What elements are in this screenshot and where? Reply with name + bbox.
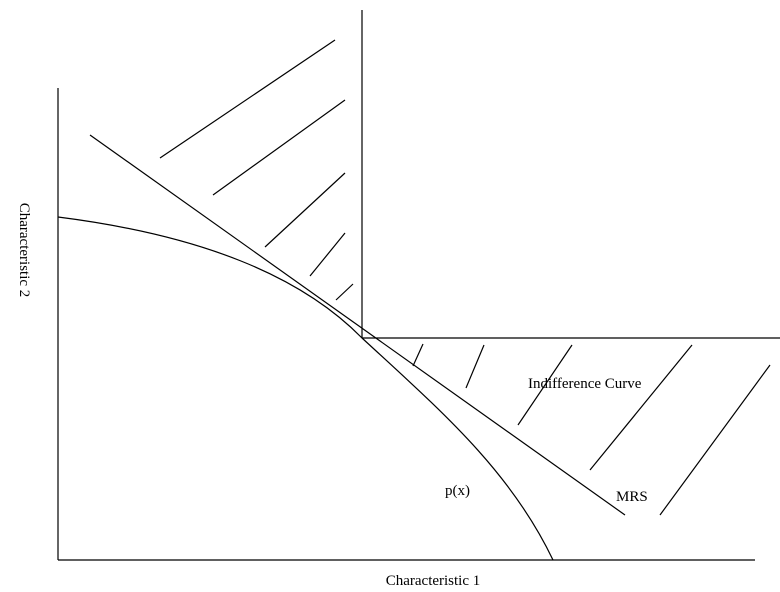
y-axis-label: Characteristic 2 bbox=[16, 203, 32, 298]
hatch-mark bbox=[517, 344, 573, 426]
hatch-mark bbox=[465, 344, 485, 389]
hatch-mark bbox=[159, 39, 336, 159]
indifference-curve-label: Indifference Curve bbox=[528, 376, 642, 392]
production-frontier-label: p(x) bbox=[445, 483, 470, 499]
hatch-mark bbox=[212, 99, 346, 196]
hatch-mark bbox=[659, 364, 771, 516]
hatch-mark bbox=[412, 343, 424, 367]
mrs-line bbox=[89, 134, 626, 516]
hatch-mark bbox=[335, 283, 354, 301]
lower-hatch-marks bbox=[412, 343, 771, 516]
hatch-mark bbox=[264, 172, 346, 248]
production-frontier-curve bbox=[57, 216, 554, 561]
x-axis-label: Characteristic 1 bbox=[386, 573, 481, 589]
hatch-mark bbox=[309, 232, 346, 277]
mrs-label: MRS bbox=[616, 489, 648, 505]
upper-hatch-marks bbox=[159, 39, 354, 301]
hatch-mark bbox=[589, 344, 693, 471]
